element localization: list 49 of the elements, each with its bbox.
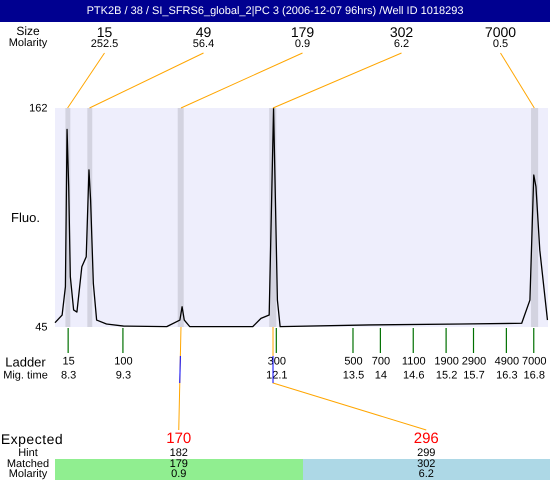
x-tick-label: 13.5: [342, 370, 364, 382]
annotation: 170: [166, 430, 192, 447]
annotation: 2900: [462, 356, 486, 368]
annotation: 700: [372, 356, 390, 368]
text: 299: [417, 447, 436, 459]
x-tick-label: 16.3: [496, 370, 518, 382]
text: 0.9: [294, 38, 310, 50]
text: 0.5: [492, 38, 508, 50]
annotation: 4900: [494, 356, 520, 368]
y-tick-label: 162: [29, 102, 48, 114]
text: 179: [170, 458, 188, 470]
text: 6.2: [394, 38, 410, 50]
annotation: 500: [344, 356, 363, 368]
text: 302: [417, 458, 436, 470]
annotation: 7000: [522, 356, 546, 368]
text: Hint: [18, 447, 38, 459]
x-tick-label: 15.2: [436, 370, 458, 382]
text: Expected: [0, 431, 64, 447]
x-tick-label: 14.6: [403, 370, 424, 382]
text: Molarity: [8, 37, 48, 49]
annotation: 15: [62, 356, 75, 368]
annotation: 15: [96, 24, 112, 40]
text: Molarity: [8, 468, 48, 480]
x-tick-label: 9.3: [116, 370, 132, 382]
chart-title: PTK2B / 38 / SI_SFRS6_global_2|PC 3 (2006-12-07 96hrs) /Well ID 1018293: [0, 0, 550, 22]
text: 0.9: [171, 468, 186, 480]
x-tick-label: 16.8: [524, 370, 545, 382]
text: 6.2: [418, 468, 434, 480]
text: Matched: [6, 458, 50, 470]
y-axis-title: Fluo.: [11, 210, 40, 225]
x-tick-label: 8.3: [61, 370, 76, 382]
annotation: 296: [414, 430, 439, 447]
text: Size: [16, 24, 40, 38]
annotation: 1900: [434, 356, 459, 368]
text: 252.5: [90, 38, 118, 50]
line-series: [54, 107, 548, 328]
y-tick-label: 45: [35, 322, 48, 334]
annotation: 100: [114, 356, 133, 368]
x-axis-title: Mig. time: [3, 370, 48, 382]
annotation: 302: [390, 24, 414, 40]
x-tick-label: 14: [374, 370, 388, 382]
text: Ladder: [5, 354, 46, 370]
annotation: 7000: [484, 24, 516, 40]
annotation: 179: [290, 24, 314, 40]
text: 56.4: [192, 38, 214, 50]
annotation: 49: [196, 24, 212, 40]
annotation: 1100: [402, 356, 426, 368]
x-tick-label: 15.7: [463, 370, 485, 382]
text: 182: [170, 447, 188, 459]
